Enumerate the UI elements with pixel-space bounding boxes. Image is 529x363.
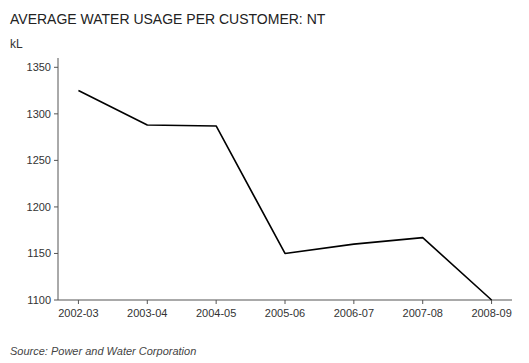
y-tick: [54, 67, 58, 68]
x-tick: [216, 300, 217, 304]
y-axis-label: kL: [10, 37, 23, 51]
y-tick: [54, 300, 58, 301]
x-tick-label: 2007-08: [403, 307, 443, 319]
data-line: [78, 91, 491, 300]
y-tick-label: 1200: [27, 201, 51, 213]
x-tick-label: 2005-06: [265, 307, 305, 319]
x-tick: [285, 300, 286, 304]
x-tick-label: 2003-04: [127, 307, 167, 319]
x-tick: [491, 300, 492, 304]
chart: AVERAGE WATER USAGE PER CUSTOMER: NT kL So…: [0, 0, 529, 363]
plot-area: [78, 91, 491, 300]
title: AVERAGE WATER USAGE PER CUSTOMER: NT: [10, 11, 326, 27]
y-tick-label: 1150: [27, 247, 51, 259]
source: Source: Power and Water Corporation: [10, 345, 196, 357]
x-tick: [422, 300, 423, 304]
y-tick: [54, 206, 58, 207]
x-tick: [353, 300, 354, 304]
x-tick-label: 2006-07: [334, 307, 374, 319]
y-tick-label: 1100: [27, 294, 51, 306]
y-tick: [54, 113, 58, 114]
x-tick-label: 2004-05: [196, 307, 236, 319]
x-tick: [147, 300, 148, 304]
y-tick: [54, 160, 58, 161]
x-tick-label: 2002-03: [58, 307, 98, 319]
chart-container: AVERAGE WATER USAGE PER CUSTOMER: NT kL So…: [0, 0, 529, 363]
y-tick: [54, 253, 58, 254]
y-tick-label: 1300: [27, 108, 51, 120]
y-axis: [58, 58, 59, 300]
x-tick: [78, 300, 79, 304]
x-tick-label: 2008-09: [471, 307, 511, 319]
y-tick-label: 1250: [27, 154, 51, 166]
y-tick-label: 1350: [27, 61, 51, 73]
